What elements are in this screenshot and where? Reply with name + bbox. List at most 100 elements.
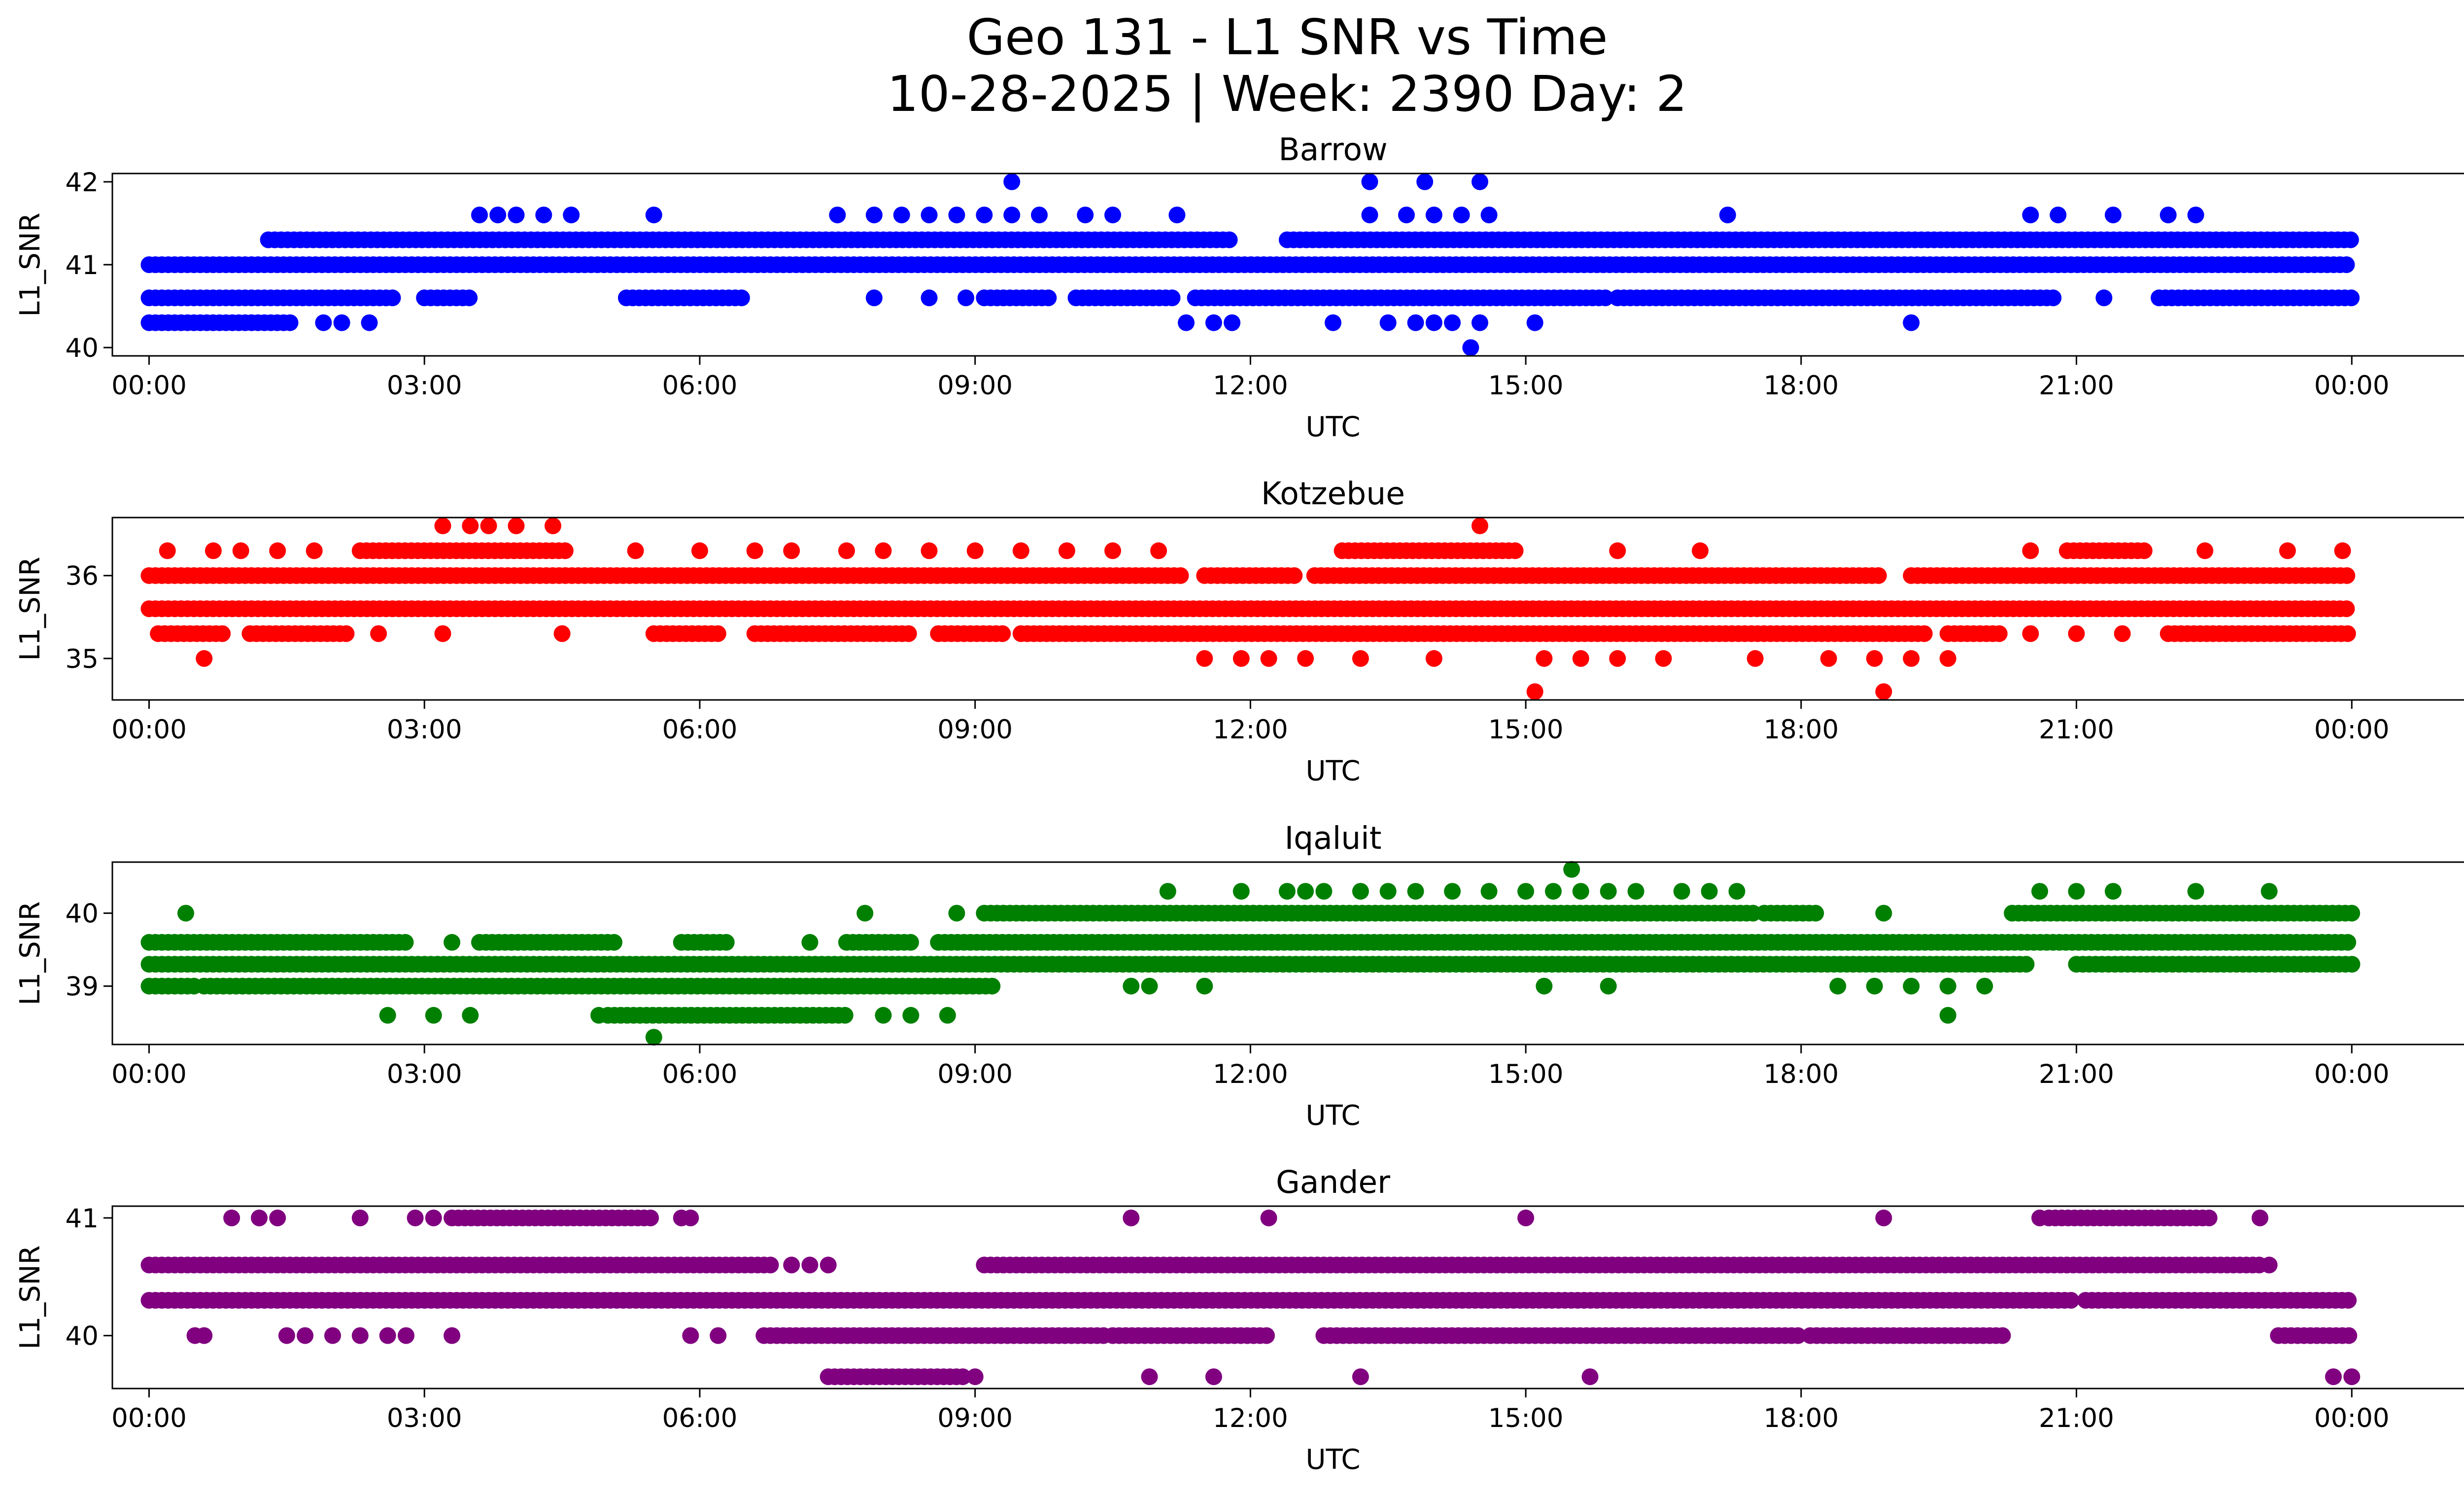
data-point: [939, 1007, 956, 1024]
data-point: [2340, 1292, 2357, 1309]
data-point: [948, 207, 965, 224]
data-point: [1352, 1368, 1369, 1386]
data-point: [984, 977, 1001, 995]
figure-title-line2: 10-28-2025 | Week: 2390 Day: 2: [887, 65, 1687, 123]
data-point: [1517, 1209, 1535, 1226]
data-point: [1472, 517, 1488, 534]
data-point: [1609, 650, 1626, 667]
data-point: [480, 517, 497, 534]
y-tick-label: 42: [66, 168, 99, 198]
data-point: [921, 289, 938, 307]
data-point: [2018, 956, 2035, 973]
data-point: [1178, 314, 1195, 331]
data-point: [1746, 650, 1764, 667]
data-point: [1692, 542, 1709, 559]
data-point: [444, 1327, 461, 1344]
data-point: [1875, 683, 1892, 700]
data-point: [1609, 542, 1626, 559]
data-point: [2343, 956, 2361, 973]
ticks: [103, 1217, 2353, 1397]
x-tick-label: 21:00: [2039, 371, 2114, 401]
data-point: [1159, 883, 1176, 900]
data-point: [2252, 1209, 2268, 1226]
y-tick-label: 36: [66, 561, 99, 591]
data-point: [994, 625, 1011, 642]
data-point: [333, 314, 350, 331]
data-point: [1517, 883, 1535, 900]
data-point: [2260, 1256, 2278, 1274]
data-point: [1286, 567, 1303, 584]
x-tick-label: 00:00: [2314, 371, 2390, 401]
x-tick-labels: 00:00 03:00 06:00 09:00 12:00 15:00 18:00 21:00…: [111, 1059, 2390, 1089]
data-point: [361, 314, 378, 331]
data-point: [1976, 977, 1993, 995]
data-point: [2343, 289, 2360, 307]
data-point: [1278, 883, 1296, 900]
data-point: [535, 207, 552, 224]
data-point: [1807, 904, 1824, 922]
data-point: [1526, 314, 1543, 331]
data-point: [1260, 650, 1277, 667]
data-point: [762, 1256, 779, 1274]
x-tick-label: 00:00: [111, 371, 187, 401]
y-tick-label: 40: [66, 899, 99, 929]
data-point: [902, 934, 919, 951]
data-point: [1627, 883, 1644, 900]
data-point: [1325, 314, 1341, 331]
data-point: [2068, 883, 2085, 900]
data-point: [2338, 567, 2356, 584]
scatter-points: [140, 861, 2361, 1046]
data-point: [545, 517, 561, 534]
data-point: [1141, 1368, 1158, 1386]
data-point: [1407, 883, 1424, 900]
data-point: [553, 625, 571, 642]
data-point: [1123, 1209, 1140, 1226]
data-point: [1003, 173, 1021, 190]
data-point: [1563, 861, 1580, 878]
data-point: [1875, 1209, 1892, 1226]
data-point: [590, 1007, 608, 1024]
data-point: [2045, 289, 2062, 307]
data-point: [462, 517, 479, 534]
data-point: [1260, 1209, 1277, 1226]
x-tick-label: 12:00: [1213, 371, 1288, 401]
data-point: [1425, 650, 1442, 667]
data-point: [710, 1327, 727, 1344]
data-point: [645, 1029, 662, 1046]
data-point: [902, 1007, 920, 1024]
subplot-gander: Gander 40 41 00:00 03:00 06:00 09:00 12:00 15:…: [14, 1164, 2464, 1476]
data-point: [196, 650, 213, 667]
x-axis-label: UTC: [1305, 1444, 1360, 1476]
data-point: [1866, 650, 1883, 667]
data-point: [948, 904, 965, 922]
plot-frame: [111, 173, 2464, 357]
data-point: [1600, 883, 1617, 900]
y-tick-labels: 39 40: [66, 899, 99, 1002]
plot-frame: [111, 517, 2464, 701]
x-tick-label: 12:00: [1213, 715, 1288, 745]
data-point: [563, 207, 580, 224]
x-tick-label: 03:00: [387, 1403, 462, 1433]
x-axis-label: UTC: [1305, 755, 1360, 787]
data-point: [2114, 625, 2131, 642]
data-point: [351, 1327, 369, 1344]
subplot-barrow: Barrow 40 41 42 00:00 03:00 06:00 09:00 12:00 1…: [14, 132, 2464, 443]
data-point: [281, 314, 299, 331]
scatter-points: [140, 517, 2356, 700]
data-point: [324, 1327, 341, 1344]
data-point: [2159, 207, 2177, 224]
data-point: [1361, 207, 1378, 224]
data-point: [1453, 207, 1470, 224]
data-point: [820, 1256, 837, 1274]
data-point: [1150, 542, 1167, 559]
data-point: [2187, 883, 2204, 900]
data-point: [1232, 650, 1250, 667]
data-point: [642, 1209, 659, 1226]
data-point: [1597, 289, 1614, 307]
y-tick-labels: 40 41: [66, 1204, 99, 1352]
x-tick-label: 09:00: [937, 1059, 1013, 1089]
data-point: [462, 1007, 479, 1024]
data-point: [1655, 650, 1672, 667]
plot-frame: [111, 1205, 2464, 1390]
x-tick-label: 09:00: [937, 715, 1013, 745]
